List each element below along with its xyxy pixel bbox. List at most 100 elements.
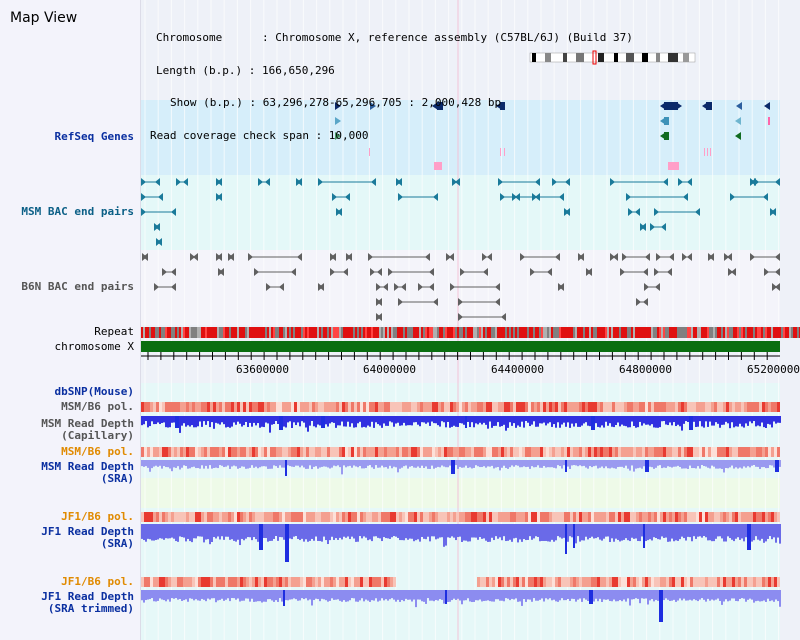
jf1-depth-sra-bar — [451, 524, 453, 537]
jf1-b6-pol-bar-1 — [765, 512, 768, 522]
jf1-b6-pol-bar-2 — [528, 577, 531, 587]
jf1-b6-pol-bar-1 — [207, 512, 210, 522]
jf1-depth-trimmed-bar — [745, 590, 747, 602]
track-label-refseq[interactable]: RefSeq Genes — [54, 130, 134, 143]
msm-depth-capillary-bar — [641, 416, 643, 426]
jf1-depth-sra-bar — [641, 524, 643, 537]
track-label-msm-b6-pol-2[interactable]: MSM/B6 pol. — [61, 445, 134, 458]
track-label-jf1-depth-trimmed[interactable]: JF1 Read Depth — [41, 590, 134, 603]
msm-b6-pol-bar-1 — [522, 402, 525, 412]
jf1-b6-pol-bar-2 — [498, 577, 501, 587]
jf1-depth-trimmed-bar — [515, 590, 517, 599]
jf1-depth-trimmed-bar — [441, 590, 443, 600]
msm-depth-sra-bar — [301, 460, 303, 466]
repeat-segment — [345, 327, 347, 338]
msm-b6-pol-bar-2 — [558, 447, 561, 457]
msm-depth-sra-bar — [317, 460, 319, 469]
msm-b6-pol-bar-2 — [468, 447, 471, 457]
jf1-b6-pol-bar-2 — [636, 577, 639, 587]
msm-bac-pair-end — [771, 208, 776, 216]
msm-b6-pol-bar-2 — [672, 447, 675, 457]
jf1-b6-pol-bar-2 — [654, 577, 657, 587]
jf1-b6-pol-bar-2 — [711, 577, 714, 587]
jf1-depth-trimmed-bar — [717, 590, 719, 599]
msm-b6-pol-bar-2 — [549, 447, 552, 457]
repeat-segment — [639, 327, 641, 338]
jf1-depth-trimmed-bar — [225, 590, 227, 600]
track-label-jf1-b6-pol-2[interactable]: JF1/B6 pol. — [61, 575, 134, 588]
jf1-b6-pol-bar-1 — [177, 512, 180, 522]
msm-b6-pol-bar-2 — [423, 447, 426, 457]
track-label-msm-depth-capillary[interactable]: MSM Read Depth — [41, 417, 134, 430]
jf1-depth-trimmed-bar — [253, 590, 255, 602]
jf1-depth-trimmed-bar — [291, 590, 293, 600]
jf1-depth-sra-bar — [429, 524, 431, 542]
msm-depth-capillary-bar — [557, 416, 559, 423]
msm-depth-sra-bar — [563, 460, 565, 466]
msm-depth-capillary-bar — [531, 416, 533, 425]
msm-depth-sra-bar — [417, 460, 419, 467]
jf1-depth-sra-bar — [619, 524, 621, 542]
jf1-b6-pol-bar-2 — [561, 577, 564, 587]
repeat-segment — [203, 327, 205, 338]
jf1-depth-trimmed-bar — [201, 590, 203, 599]
b6n-bac-pair-end — [483, 268, 488, 276]
repeat-segment — [685, 327, 687, 338]
jf1-b6-pol-bar-1 — [285, 512, 288, 522]
jf1-depth-trimmed-bar — [703, 590, 705, 600]
jf1-depth-trimmed-bar — [657, 590, 659, 601]
jf1-b6-pol-bar-1 — [777, 512, 780, 522]
msm-depth-sra-bar — [311, 460, 313, 470]
msm-depth-sra-bar — [529, 460, 531, 469]
jf1-depth-sra-bar — [447, 524, 449, 538]
msm-depth-sra-bar — [501, 460, 503, 468]
track-label-jf1-b6-pol-1[interactable]: JF1/B6 pol. — [61, 510, 134, 523]
jf1-depth-sra-bar — [767, 524, 769, 539]
jf1-b6-pol-bar-2 — [681, 577, 684, 587]
repeat-segment — [335, 327, 337, 338]
jf1-depth-trimmed-bar — [181, 590, 183, 601]
jf1-b6-pol-bar-1 — [453, 512, 456, 522]
msm-bac-pair-end — [635, 208, 640, 216]
repeat-segment — [435, 327, 437, 338]
msm-depth-capillary-bar — [285, 416, 287, 428]
repeat-segment — [627, 327, 629, 338]
repeat-segment — [205, 327, 207, 338]
jf1-depth-sra-bar — [739, 524, 741, 540]
jf1-b6-pol-bar-2 — [729, 577, 732, 587]
msm-bac-pair-end — [433, 193, 438, 201]
track-label-msm-b6-pol-1[interactable]: MSM/B6 pol. — [61, 400, 134, 413]
track-label-jf1-depth-sra[interactable]: JF1 Read Depth — [41, 525, 134, 538]
repeat-segment — [789, 327, 791, 338]
jf1-depth-trimmed-bar — [153, 590, 155, 602]
track-label-b6n-bac[interactable]: B6N BAC end pairs — [21, 280, 134, 293]
track-label-chromosome[interactable]: chromosome X — [54, 340, 134, 353]
jf1-depth-trimmed-bar — [385, 590, 387, 600]
track-label-msm-bac[interactable]: MSM BAC end pairs — [21, 205, 134, 218]
msm-depth-capillary-bar — [387, 416, 389, 426]
b6n-bac-pair-end — [709, 253, 714, 261]
msm-depth-capillary-bar — [217, 416, 219, 424]
jf1-b6-pol-bar-1 — [408, 512, 411, 522]
msm-b6-pol-bar-2 — [492, 447, 495, 457]
msm-depth-capillary-bar — [725, 416, 727, 422]
jf1-b6-pol-bar-1 — [459, 512, 462, 522]
track-label-dbsnp[interactable]: dbSNP(Mouse) — [54, 385, 134, 398]
jf1-b6-pol-bar-1 — [192, 512, 195, 522]
repeat-segment — [309, 327, 311, 338]
jf1-depth-trimmed-bar — [455, 590, 457, 600]
track-label-msm-depth-sra[interactable]: MSM Read Depth — [41, 460, 134, 473]
repeat-segment — [325, 327, 327, 338]
repeat-segment — [653, 327, 655, 338]
jf1-depth-sra-bar — [345, 524, 347, 538]
msm-b6-pol-bar-1 — [186, 402, 189, 412]
jf1-depth-trimmed-bar — [159, 590, 161, 599]
track-label-repeat[interactable]: Repeat — [94, 325, 134, 338]
msm-depth-capillary-bar — [655, 416, 657, 428]
msm-depth-sra-bar — [491, 460, 493, 466]
jf1-depth-sra-bar — [683, 524, 685, 539]
b6n-bac-pair-end — [331, 253, 336, 261]
jf1-depth-trimmed-bar — [673, 590, 675, 600]
repeat-segment — [793, 327, 795, 338]
